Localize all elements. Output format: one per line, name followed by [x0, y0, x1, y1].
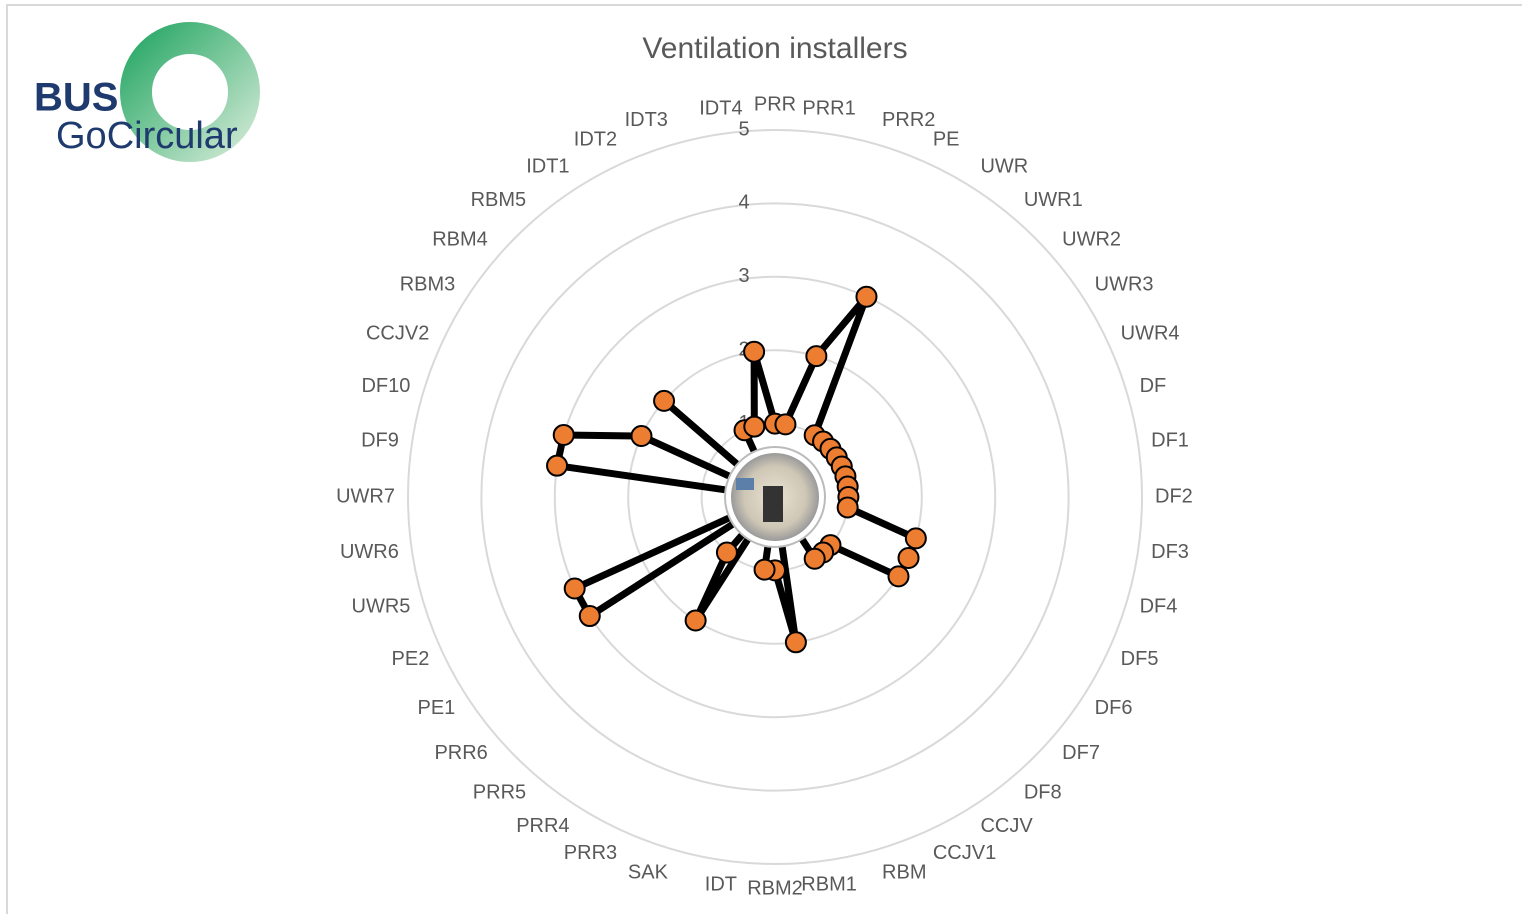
category-label: RBM3 [400, 273, 456, 295]
category-label: RBM2 [747, 877, 803, 899]
marker [899, 548, 919, 568]
category-label: IDT [705, 873, 737, 895]
category-label: PRR6 [434, 742, 487, 764]
category-label: CCJV [980, 815, 1033, 837]
marker [554, 425, 574, 445]
category-label: PRR4 [516, 815, 569, 837]
category-label: DF3 [1151, 541, 1189, 563]
marker [838, 497, 858, 517]
marker [906, 528, 926, 548]
category-label: DF7 [1062, 742, 1100, 764]
category-label: UWR [980, 156, 1028, 178]
category-label: RBM5 [471, 189, 527, 211]
category-label: PRR5 [473, 782, 526, 804]
category-label: SAK [628, 861, 669, 883]
category-label: UWR5 [352, 596, 411, 618]
category-label: PE1 [418, 697, 456, 719]
chart-title: Ventilation installers [642, 32, 907, 65]
marker [580, 606, 600, 626]
category-label: UWR4 [1121, 322, 1180, 344]
marker [805, 549, 825, 569]
category-label: PRR3 [564, 842, 617, 864]
category-label: UWR3 [1095, 273, 1154, 295]
category-label: UWR1 [1024, 189, 1083, 211]
category-label: PE2 [392, 648, 430, 670]
marker [631, 426, 651, 446]
marker [806, 346, 826, 366]
image-figure [736, 478, 754, 490]
image-figure [763, 486, 783, 522]
category-label: IDT2 [574, 129, 617, 151]
logo: BUS GoCircular [34, 38, 244, 157]
center-image [725, 447, 825, 547]
r-tick-label: 5 [738, 118, 749, 140]
category-label: UWR6 [340, 541, 399, 563]
marker [686, 610, 706, 630]
category-label: PRR2 [882, 109, 935, 131]
chart: BUS GoCircular Ventilation installers 12… [0, 0, 1524, 916]
category-label: DF6 [1095, 697, 1133, 719]
marker [654, 391, 674, 411]
category-label: DF2 [1155, 485, 1193, 507]
marker [744, 342, 764, 362]
marker [775, 414, 795, 434]
marker [888, 566, 908, 586]
category-label: CCJV2 [366, 322, 429, 344]
category-label: DF5 [1121, 648, 1159, 670]
category-label: UWR7 [336, 485, 395, 507]
marker [565, 578, 585, 598]
category-label: PRR1 [802, 97, 855, 119]
category-label: DF [1140, 375, 1167, 397]
category-label: DF9 [361, 429, 399, 451]
marker [786, 632, 806, 652]
r-tick-label: 4 [738, 192, 749, 214]
marker [547, 456, 567, 476]
marker [717, 542, 737, 562]
category-label: DF1 [1151, 429, 1189, 451]
category-label: RBM4 [432, 229, 488, 251]
category-label: DF10 [361, 375, 410, 397]
category-label: IDT3 [625, 109, 668, 131]
marker [744, 417, 764, 437]
logo-text: BUS [34, 76, 118, 120]
r-tick-label: 3 [738, 265, 749, 287]
marker [755, 560, 775, 580]
category-label: PE [933, 129, 960, 151]
category-label: RBM1 [801, 873, 857, 895]
category-label: IDT4 [699, 97, 742, 119]
marker [856, 287, 876, 307]
logo-text: GoCircular [56, 115, 238, 157]
category-label: DF8 [1024, 782, 1062, 804]
category-label: UWR2 [1062, 229, 1121, 251]
category-label: IDT1 [526, 156, 569, 178]
category-label: CCJV1 [933, 842, 996, 864]
category-label: PRR [754, 93, 796, 115]
category-label: RBM [882, 861, 926, 883]
category-label: DF4 [1140, 596, 1178, 618]
